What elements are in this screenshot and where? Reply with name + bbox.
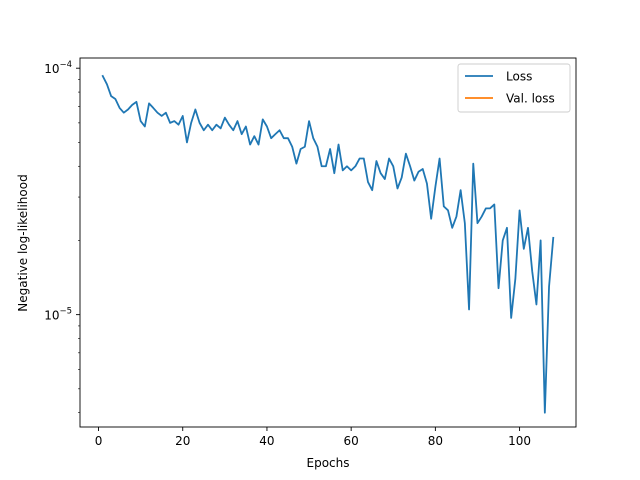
x-tick-label: 100 [508, 434, 531, 448]
axes-frame [79, 57, 577, 428]
legend-label-val-loss: Val. loss [506, 92, 555, 106]
y-tick-label: 10−5 [44, 307, 72, 323]
legend-label-loss: Loss [506, 70, 532, 84]
x-tick-label: 60 [344, 434, 359, 448]
y-axis-ticks: 10−5 10−4 [44, 60, 80, 414]
y-tick-label: 10−4 [44, 60, 72, 76]
x-tick-label: 0 [95, 434, 103, 448]
x-axis-label: Epochs [307, 456, 350, 470]
x-tick-label: 80 [428, 434, 443, 448]
y-axis-label: Negative log-likelihood [16, 174, 30, 311]
series-line-loss [101, 74, 555, 414]
plot-area [79, 57, 577, 428]
x-tick-label: 40 [259, 434, 274, 448]
legend: Loss Val. loss [457, 63, 571, 113]
x-tick-label: 20 [175, 434, 190, 448]
x-axis-ticks: 0 20 40 60 80 100 [95, 427, 531, 448]
